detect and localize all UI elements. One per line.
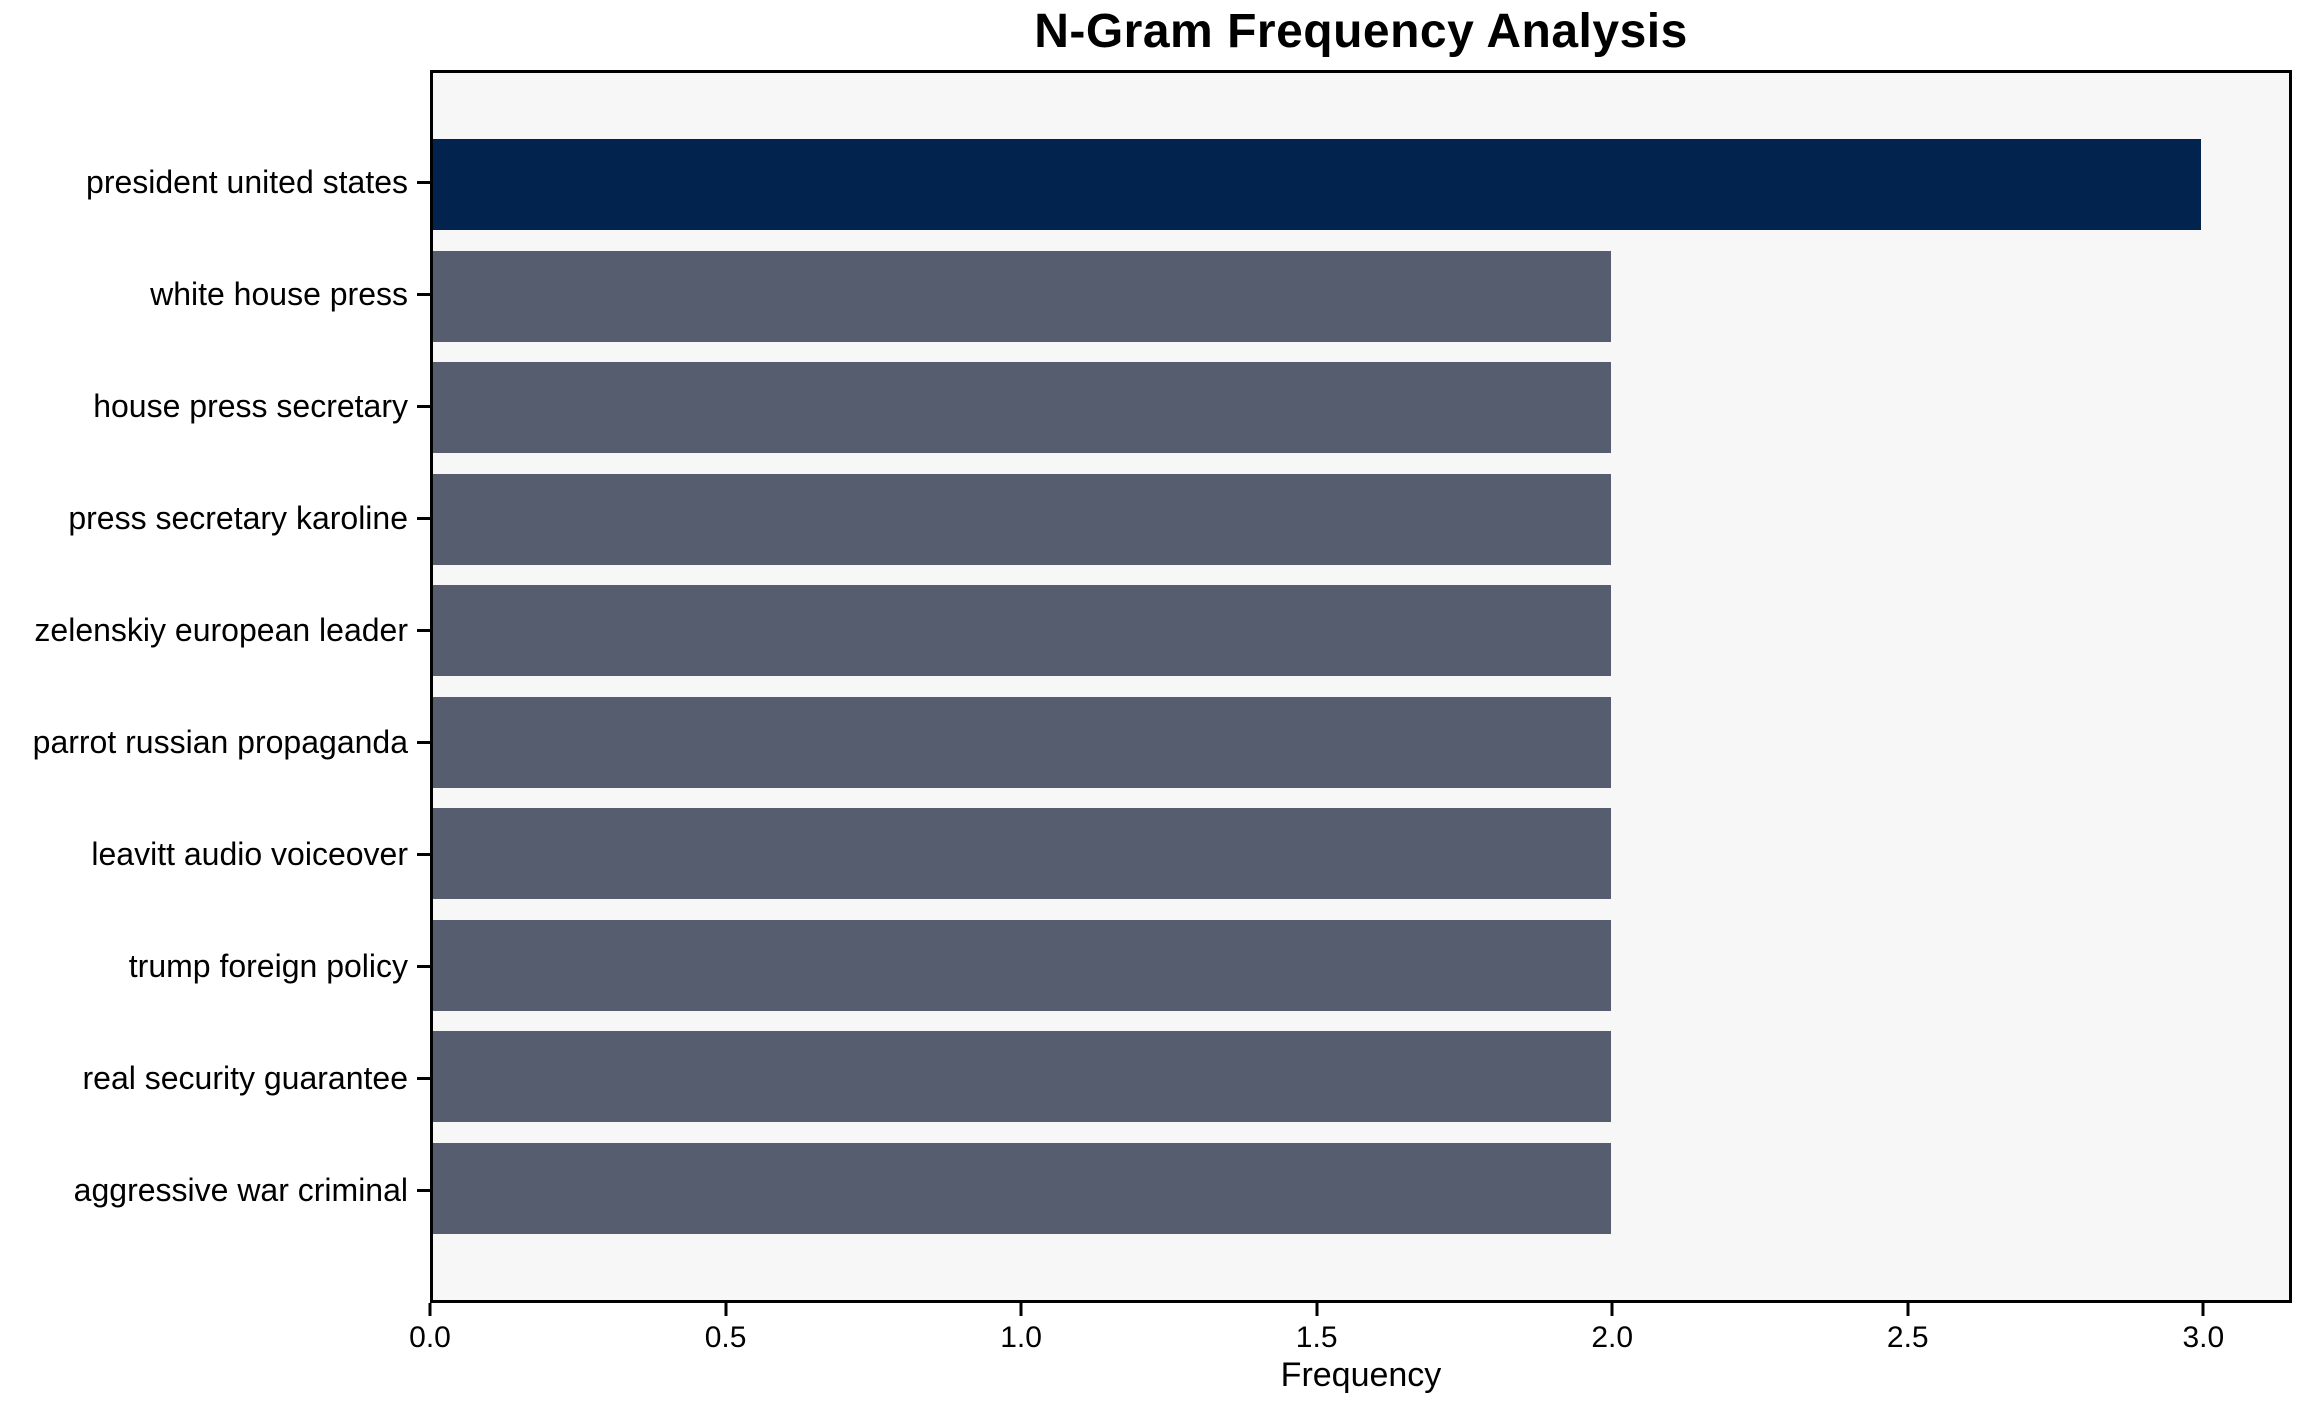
bar-row bbox=[433, 464, 2289, 576]
y-tick-label: aggressive war criminal bbox=[73, 1172, 408, 1209]
y-tick-row: president united states bbox=[0, 126, 430, 238]
x-tick-label: 2.5 bbox=[1886, 1321, 1929, 1354]
x-tick-label: 2.0 bbox=[1591, 1321, 1634, 1354]
x-tick-mark bbox=[1906, 1303, 1910, 1316]
y-tick-mark bbox=[417, 292, 430, 296]
y-tick-label: house press secretary bbox=[93, 387, 408, 424]
x-axis-ticks: 0.0 0.5 1.0 1.5 2.0 2.5 3.0 bbox=[409, 1303, 2292, 1363]
y-tick-row: trump foreign policy bbox=[0, 911, 430, 1023]
y-tick-label: president united states bbox=[86, 163, 408, 200]
y-tick-row: house press secretary bbox=[0, 350, 430, 462]
y-tick-mark bbox=[417, 1189, 430, 1193]
y-tick-label: leavitt audio voiceover bbox=[91, 836, 408, 873]
y-tick-row: aggressive war criminal bbox=[0, 1135, 430, 1247]
bar-trump-foreign-policy bbox=[433, 919, 1612, 1011]
y-tick-mark bbox=[417, 965, 430, 969]
y-tick-label: white house press bbox=[150, 275, 408, 312]
bar-white-house-press bbox=[433, 250, 1612, 342]
y-tick-row: zelenskiy european leader bbox=[0, 574, 430, 686]
x-tick-mark bbox=[1610, 1303, 1614, 1316]
x-axis-label: Frequency bbox=[1280, 1356, 1442, 1394]
x-tick-label: 0.5 bbox=[704, 1321, 747, 1354]
y-tick-mark bbox=[417, 853, 430, 857]
y-tick-label: press secretary karoline bbox=[68, 499, 408, 536]
bar-row bbox=[433, 129, 2289, 241]
bar-president-united-states bbox=[433, 139, 2201, 231]
x-tick-label: 1.0 bbox=[1000, 1321, 1042, 1354]
chart-title: N-Gram Frequency Analysis bbox=[1034, 5, 1688, 58]
x-tick-mark bbox=[428, 1303, 432, 1316]
bar-zelenskiy-european-leader bbox=[433, 585, 1612, 677]
y-tick-label: parrot russian propaganda bbox=[32, 724, 408, 761]
bar-row bbox=[433, 1021, 2289, 1133]
x-tick-mark bbox=[724, 1303, 728, 1316]
y-tick-label: zelenskiy european leader bbox=[34, 611, 408, 648]
plot-area bbox=[430, 70, 2292, 1303]
y-axis-labels: president united states white house press… bbox=[0, 70, 430, 1303]
x-tick-label: 0.0 bbox=[409, 1321, 451, 1354]
bar-parrot-russian-propaganda bbox=[433, 696, 1612, 788]
x-tick-label: 1.5 bbox=[1295, 1321, 1338, 1354]
y-tick-mark bbox=[417, 404, 430, 408]
y-tick-mark bbox=[417, 741, 430, 745]
y-tick-row: white house press bbox=[0, 238, 430, 350]
bar-aggressive-war-criminal bbox=[433, 1142, 1612, 1234]
y-tick-row: press secretary karoline bbox=[0, 462, 430, 574]
y-tick-mark bbox=[417, 180, 430, 184]
bar-row bbox=[433, 910, 2289, 1022]
bar-row bbox=[433, 1133, 2289, 1245]
y-tick-mark bbox=[417, 628, 430, 632]
y-tick-row: leavitt audio voiceover bbox=[0, 799, 430, 911]
bar-row bbox=[433, 352, 2289, 464]
x-tick-mark bbox=[1019, 1303, 1023, 1316]
bar-row bbox=[433, 687, 2289, 799]
y-tick-mark bbox=[417, 516, 430, 520]
y-tick-row: real security guarantee bbox=[0, 1023, 430, 1135]
bar-row bbox=[433, 798, 2289, 910]
x-tick-mark bbox=[1315, 1303, 1319, 1316]
bar-leavitt-audio-voiceover bbox=[433, 808, 1612, 900]
x-tick-mark bbox=[2201, 1303, 2205, 1316]
y-tick-mark bbox=[417, 1077, 430, 1081]
bar-house-press-secretary bbox=[433, 362, 1612, 454]
bar-row bbox=[433, 575, 2289, 687]
x-tick-label: 3.0 bbox=[2182, 1321, 2225, 1354]
bar-row bbox=[433, 241, 2289, 353]
y-tick-label: real security guarantee bbox=[82, 1060, 408, 1097]
bar-real-security-guarantee bbox=[433, 1031, 1612, 1123]
bar-press-secretary-karoline bbox=[433, 473, 1612, 565]
y-tick-row: parrot russian propaganda bbox=[0, 686, 430, 798]
bars-container bbox=[433, 73, 2289, 1300]
y-tick-label: trump foreign policy bbox=[128, 948, 408, 985]
